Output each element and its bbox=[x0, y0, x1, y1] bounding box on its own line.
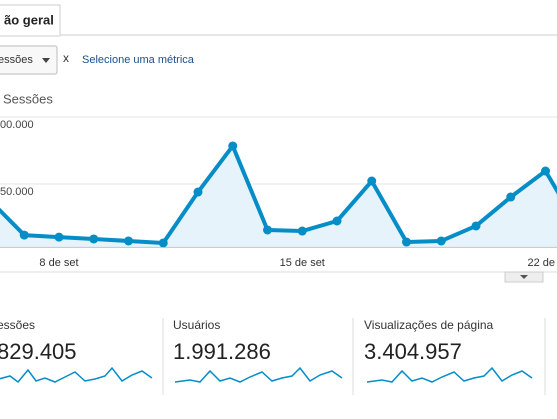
point bbox=[297, 226, 307, 236]
remove-metric[interactable]: x bbox=[63, 51, 69, 65]
point bbox=[193, 187, 203, 197]
legend-label: Sessões bbox=[3, 91, 53, 106]
scorecard-value: 829.405 bbox=[0, 339, 77, 364]
x-tick-label: 22 de s bbox=[527, 257, 557, 269]
point bbox=[158, 238, 168, 248]
scorecard-value: 3.404.957 bbox=[364, 339, 462, 364]
metric-dropdown[interactable] bbox=[0, 45, 58, 75]
point bbox=[263, 225, 272, 235]
point bbox=[402, 237, 411, 247]
point bbox=[332, 216, 342, 226]
point bbox=[367, 176, 377, 186]
point bbox=[54, 232, 64, 242]
chart: Sessões 00.000 50.000 8 de set 15 de set 22 d… bbox=[0, 91, 557, 269]
point bbox=[541, 166, 550, 176]
point bbox=[228, 141, 238, 151]
scorecard-label: Usuários bbox=[173, 318, 220, 332]
point bbox=[19, 230, 29, 240]
sparkline bbox=[366, 366, 533, 383]
add-metric-link[interactable]: Selecione uma métrica bbox=[82, 54, 195, 66]
tab-label: ão geral bbox=[4, 12, 54, 27]
point bbox=[89, 234, 99, 244]
point bbox=[471, 221, 481, 231]
point bbox=[506, 192, 516, 202]
expand-arrow bbox=[520, 275, 528, 279]
point bbox=[436, 236, 446, 246]
line bbox=[0, 143, 557, 245]
scorecard-value: 1.991.286 bbox=[173, 339, 271, 364]
scorecard-label: Visualizações de página bbox=[364, 318, 494, 332]
scorecard-label: essões bbox=[0, 318, 35, 332]
y-tick-label: 50.000 bbox=[0, 186, 34, 198]
point bbox=[124, 236, 133, 246]
metric-dropdown-label: essões bbox=[0, 54, 33, 66]
scorecards: essões 829.405 Usuários 1.991.286 Visualizaç… bbox=[0, 318, 494, 364]
sparkline bbox=[174, 366, 343, 383]
sparkline bbox=[0, 366, 153, 384]
tab[interactable] bbox=[0, 4, 61, 37]
x-tick-label: 8 de set bbox=[39, 257, 78, 269]
dropdown-arrow bbox=[42, 58, 50, 63]
x-tick-label: 15 de set bbox=[280, 257, 325, 269]
y-tick-label: 00.000 bbox=[0, 119, 34, 131]
